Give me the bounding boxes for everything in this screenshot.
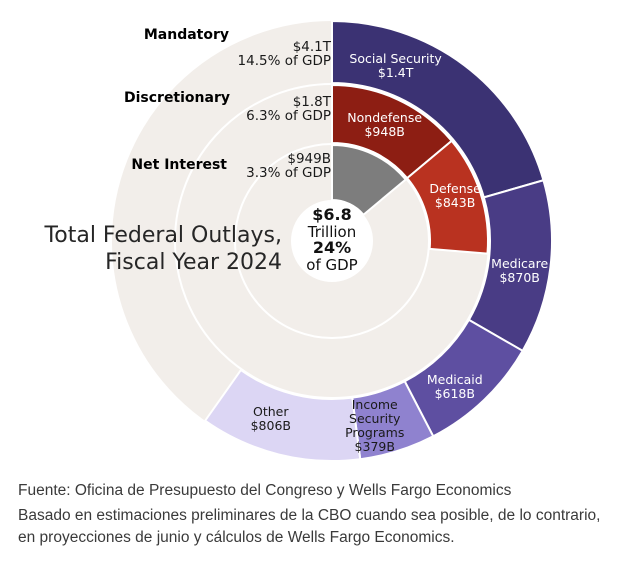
ring-value-net-interest-gdp: 3.3% of GDP: [246, 164, 331, 181]
segment-label-line: Medicare: [491, 255, 549, 271]
ring-value-mandatory-gdp: 14.5% of GDP: [237, 52, 331, 69]
segment-label-income-security-programs: Income Security Programs $379B: [345, 398, 404, 454]
footnote-line-1: Basado en estimaciones preliminares de l…: [18, 507, 601, 524]
ring-value-net-interest-amount: $949B: [287, 151, 331, 167]
segment-label-line: Social Security: [349, 51, 442, 67]
chart-title: Total Federal Outlays, Fiscal Year 2024: [45, 222, 282, 276]
chart-title-line-1: Total Federal Outlays,: [44, 223, 282, 248]
ring-label-net-interest: Net Interest: [131, 157, 227, 173]
segment-label-other: Other $806B: [250, 403, 291, 433]
segment-net-interest: [331, 143, 408, 217]
segment-label-line: $948B: [364, 124, 405, 140]
segment-label-social-security: Social Security $1.4T: [349, 52, 441, 80]
chart-title-line-2: Fiscal Year 2024: [105, 250, 282, 275]
segment-label-line: Medicaid: [426, 372, 483, 388]
segment-label-defense: Defense $843B: [429, 182, 481, 210]
segment-label-medicare: Medicare $870B: [491, 255, 549, 285]
center-total-percent: 24%: [312, 238, 352, 257]
chart-canvas: [112, 19, 553, 462]
ring-value-mandatory-amount: $4.1T: [292, 39, 331, 55]
ring-value-discretionary-amount: $1.8T: [292, 94, 331, 110]
center-total-unit: Trillion: [307, 222, 357, 241]
footnote-line-2: en proyecciones de junio y cálculos de W…: [18, 529, 455, 546]
ring-value-discretionary-gdp: 6.3% of GDP: [246, 107, 331, 124]
center-total: $6.8 Trillion 24% of GDP: [306, 205, 358, 274]
segment-label-line: $618B: [434, 386, 475, 402]
segment-label-line: Other: [253, 403, 289, 419]
outlays-sunburst-chart: Mandatory $4.1T 14.5% of GDP Discretiona…: [45, 19, 553, 462]
segment-label-nondefense: Nondefense $948B: [347, 111, 422, 139]
ring-value-net-interest: $949B 3.3% of GDP: [246, 151, 331, 181]
source-note: Fuente: Oficina de Presupuesto del Congr…: [18, 482, 512, 499]
segment-label-line: Programs: [345, 425, 405, 441]
ring-label-mandatory: Mandatory: [143, 27, 229, 43]
ring-value-mandatory: $4.1T 14.5% of GDP: [237, 39, 331, 69]
segment-other: [203, 368, 362, 462]
segment-label-line: $843B: [434, 195, 476, 211]
segment-label-line: $379B: [354, 439, 395, 455]
center-total-percent-label: of GDP: [306, 255, 358, 274]
segment-label-line: Income: [351, 397, 398, 413]
center-total-value: $6.8: [312, 205, 352, 224]
ring-value-discretionary: $1.8T 6.3% of GDP: [246, 94, 331, 124]
segment-label-line: Nondefense: [347, 110, 423, 126]
segment-label-medicaid: Medicaid $618B: [427, 373, 483, 401]
segment-label-line: $1.4T: [377, 65, 414, 81]
segment-defense: [405, 139, 489, 255]
segment-label-line: $806B: [250, 417, 291, 433]
segment-label-line: Defense: [429, 181, 481, 197]
ring-label-discretionary: Discretionary: [123, 90, 230, 106]
segment-label-line: $870B: [499, 269, 540, 285]
segment-label-line: Security: [349, 411, 401, 427]
